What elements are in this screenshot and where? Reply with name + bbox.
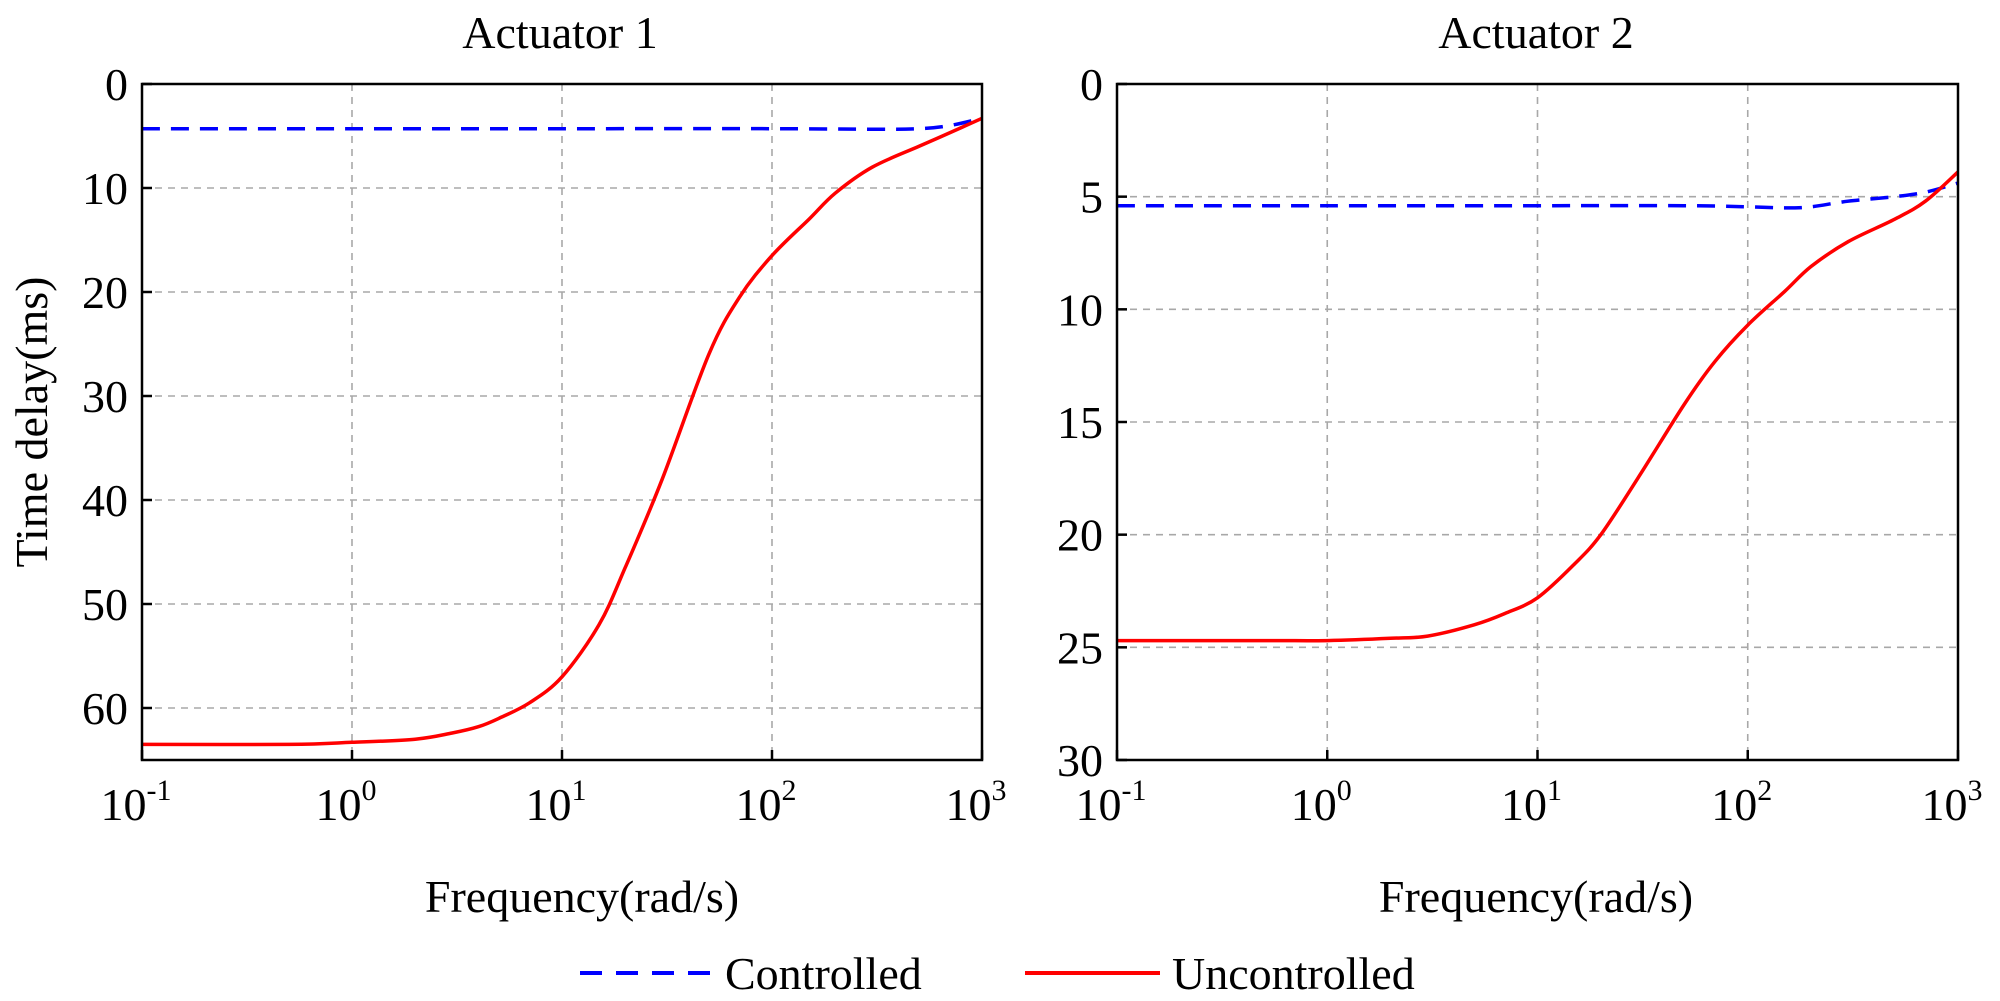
series-line-uncontrolled — [141, 116, 983, 747]
y-tick-label: 5 — [1080, 172, 1103, 223]
x-tick-label: 10-1 — [1076, 774, 1147, 830]
x-tick-label: 102 — [1711, 774, 1772, 830]
series-line-controlled — [142, 116, 983, 131]
y-tick-label: 50 — [82, 579, 128, 630]
panel-actuator-2: Actuator 2 10-1 100 101 102 103051015202530 … — [1057, 7, 1983, 922]
y-axis-label: Time delay(ms) — [6, 277, 57, 568]
chart-title: Actuator 2 — [1438, 7, 1633, 58]
series-line-controlled — [1116, 181, 1959, 210]
x-axis-label: Frequency(rad/s) — [1379, 871, 1693, 922]
chart-title: Actuator 1 — [462, 7, 657, 58]
y-tick-label: 20 — [82, 267, 128, 318]
x-tick-label: 101 — [526, 774, 587, 830]
x-tick-label: 103 — [1922, 774, 1983, 830]
y-tick-label: 25 — [1057, 622, 1103, 673]
y-tick-label: 0 — [1080, 59, 1103, 110]
y-tick-label: 30 — [1057, 735, 1103, 786]
y-tick-label: 30 — [82, 371, 128, 422]
legend-label-uncontrolled: Uncontrolled — [1172, 948, 1415, 999]
x-tick-label: 102 — [736, 774, 797, 830]
y-tick-label: 10 — [82, 163, 128, 214]
x-tick-label: 103 — [946, 774, 1007, 830]
y-tick-label: 60 — [82, 683, 128, 734]
panel-actuator-1: Actuator 1 10-1 100 101 102 103 0 10 20 30 40 50 60… — [6, 7, 1007, 922]
series-line-uncontrolled — [1116, 170, 1960, 643]
y-tick-label: 10 — [1057, 284, 1103, 335]
y-tick-label: 15 — [1057, 397, 1103, 448]
y-tick-label: 40 — [82, 475, 128, 526]
legend-label-controlled: Controlled — [725, 948, 922, 999]
x-tick-label: 100 — [1291, 774, 1352, 830]
x-axis-label: Frequency(rad/s) — [425, 871, 739, 922]
x-tick-label: 100 — [316, 774, 377, 830]
x-tick-label: 101 — [1501, 774, 1562, 830]
legend: Controlled Uncontrolled — [580, 948, 1415, 999]
y-tick-label: 20 — [1057, 510, 1103, 561]
y-tick-label: 0 — [105, 59, 128, 110]
x-tick-label: 10-1 — [101, 774, 172, 830]
